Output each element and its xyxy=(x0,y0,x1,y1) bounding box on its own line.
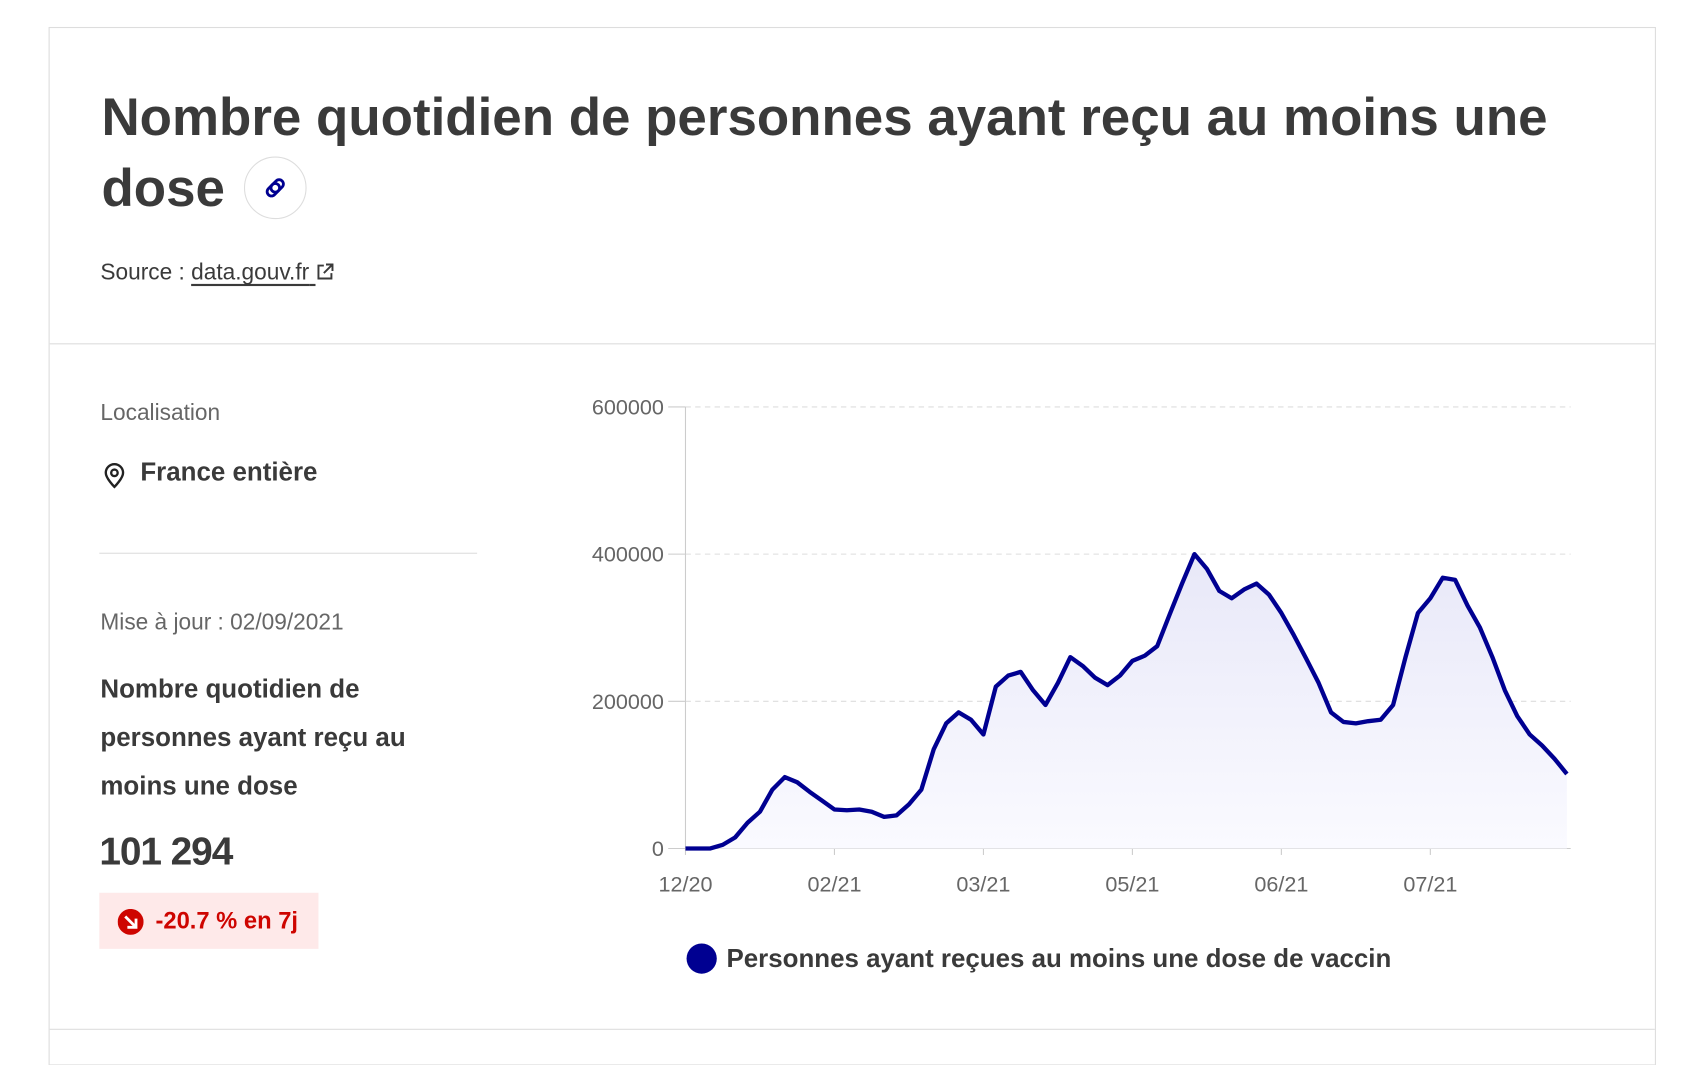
indicator-name: Nombre quotidien de personnes ayant reçu… xyxy=(100,674,406,801)
pin-icon xyxy=(104,463,125,489)
update-date: Mise à jour : 02/09/2021 xyxy=(100,609,344,635)
x-tick-label: 02/21 xyxy=(807,872,861,897)
down-arrow-icon xyxy=(117,908,144,935)
line xyxy=(685,551,1569,851)
divider xyxy=(49,1028,1655,1030)
indicator-value: 101 294 xyxy=(99,829,233,874)
x-tick-label: 12/20 xyxy=(658,872,712,897)
copy-link-button[interactable] xyxy=(244,156,307,220)
link-icon xyxy=(266,178,286,198)
location: France entière xyxy=(140,457,318,487)
divider xyxy=(49,343,1655,345)
y-tick-label: 200000 xyxy=(592,689,664,714)
link-part xyxy=(269,178,286,194)
area xyxy=(685,554,1567,849)
change-text: -20.7 % en 7j xyxy=(155,906,299,934)
title-text: Nombre quotidien de personnes ayant reçu… xyxy=(101,88,1548,219)
x-tick-label: 06/21 xyxy=(1254,872,1308,897)
x-tick-label: 03/21 xyxy=(956,872,1010,897)
x-tick-label: 05/21 xyxy=(1105,872,1159,897)
source-label: Source : xyxy=(100,260,185,285)
card-title: Nombre quotidien de personnes ayant reçu… xyxy=(101,82,1591,224)
source: Source : data.gouv.fr xyxy=(100,260,335,286)
source-link-text: data.gouv.fr xyxy=(191,260,310,285)
change-badge: -20.7 % en 7j xyxy=(99,892,319,949)
legend-marker xyxy=(686,943,717,974)
card: Nombre quotidien de personnes ayant reçu… xyxy=(48,26,1656,1065)
location-label: Localisation xyxy=(100,400,221,426)
external-icon xyxy=(317,263,334,280)
source-link[interactable]: data.gouv.fr xyxy=(191,260,335,285)
legend-label: Personnes ayant reçues au moins une dose… xyxy=(727,945,1392,973)
y-tick-label: 0 xyxy=(652,836,664,861)
x-tick-label: 07/21 xyxy=(1403,872,1457,897)
y-tick-label: 600000 xyxy=(592,395,664,420)
y-tick-label: 400000 xyxy=(592,542,664,567)
divider xyxy=(99,552,478,554)
